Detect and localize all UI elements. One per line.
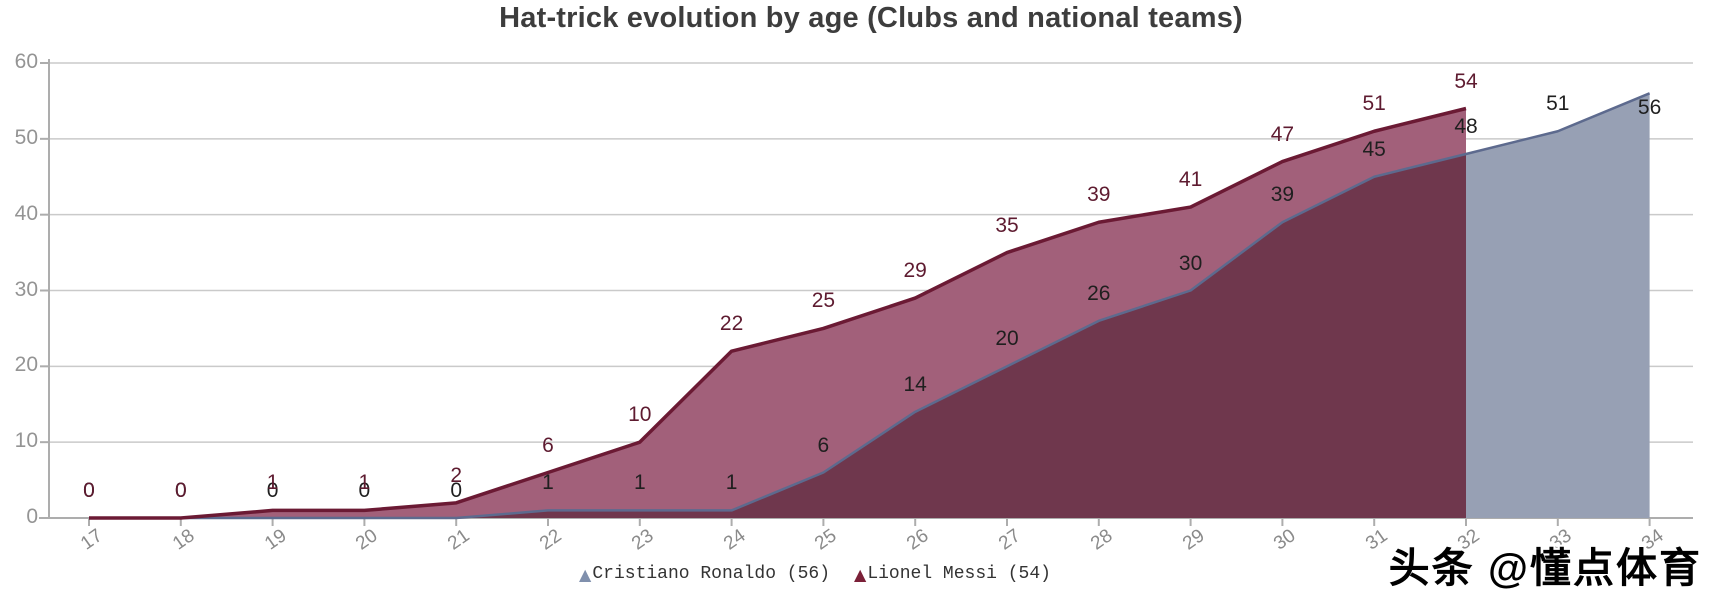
legend-label-messi: Lionel Messi (54) bbox=[867, 564, 1051, 584]
triangle-marker-icon: ▲ bbox=[854, 564, 867, 584]
legend-item-ronaldo: ▲ Cristiano Ronaldo (56) bbox=[579, 564, 830, 584]
legend-item-messi: ▲ Lionel Messi (54) bbox=[854, 564, 1051, 584]
legend-label-ronaldo: Cristiano Ronaldo (56) bbox=[592, 564, 830, 584]
legend: ▲ Cristiano Ronaldo (56) ▲ Lionel Messi … bbox=[0, 564, 1630, 584]
triangle-marker-icon: ▲ bbox=[579, 564, 592, 584]
chart-title: Hat-trick evolution by age (Clubs and na… bbox=[499, 2, 1243, 34]
watermark: 头条 @懂点体育 bbox=[1388, 545, 1702, 591]
